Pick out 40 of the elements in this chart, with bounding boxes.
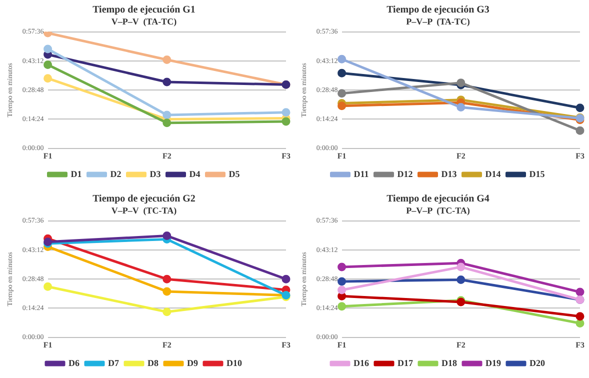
chart-title: Tiempo de ejecución G3 xyxy=(386,4,490,16)
x-tick-label: F3 xyxy=(576,340,584,350)
legend-label: D15 xyxy=(529,168,546,179)
x-tick-label: F2 xyxy=(162,151,172,160)
legend-label: D20 xyxy=(530,358,546,368)
x-tick-label: F3 xyxy=(576,151,584,160)
x-tick-label: F1 xyxy=(337,340,346,350)
legend-label: D16 xyxy=(354,358,370,368)
x-tick-label: F1 xyxy=(43,151,52,160)
legend-label: D4 xyxy=(189,168,201,179)
chart-title: Tiempo de ejecución G1 xyxy=(92,4,196,16)
legend-label: D13 xyxy=(441,168,458,179)
legend-label: D11 xyxy=(354,168,370,179)
x-tick-label: F3 xyxy=(282,151,290,160)
x-tick-label: F1 xyxy=(337,151,346,160)
legend-label: D19 xyxy=(486,358,502,368)
legend-label: D18 xyxy=(442,358,458,368)
chart-subtitle: V–P–V (TA-TC) xyxy=(111,16,177,27)
x-tick-label: F3 xyxy=(282,340,290,350)
legend-label: D7 xyxy=(108,358,120,368)
chart-subtitle: P–V–P (TC-TA) xyxy=(406,206,470,216)
legend-label: D2 xyxy=(110,168,122,179)
x-tick-label: F2 xyxy=(162,340,172,350)
legend-label: D14 xyxy=(485,168,502,179)
chart-title: Tiempo de ejecución G4 xyxy=(386,194,490,205)
legend-label: D17 xyxy=(398,358,414,368)
chart-subtitle: V–P–V (TC-TA) xyxy=(111,206,177,216)
chart-title: Tiempo de ejecución G2 xyxy=(92,194,196,205)
x-tick-label: F2 xyxy=(456,151,466,160)
legend-label: D9 xyxy=(187,358,198,368)
legend-label: D10 xyxy=(226,358,242,368)
chart-subtitle: P–V–P (TA-TC) xyxy=(406,16,470,27)
legend-label: D12 xyxy=(397,168,414,179)
legend-label: D1 xyxy=(70,168,82,179)
x-tick-label: F2 xyxy=(456,340,466,350)
x-tick-label: F1 xyxy=(43,340,52,350)
legend-label: D6 xyxy=(68,358,80,368)
legend-label: D5 xyxy=(228,168,240,179)
legend-label: D3 xyxy=(150,168,162,179)
legend-label: D8 xyxy=(148,358,159,368)
